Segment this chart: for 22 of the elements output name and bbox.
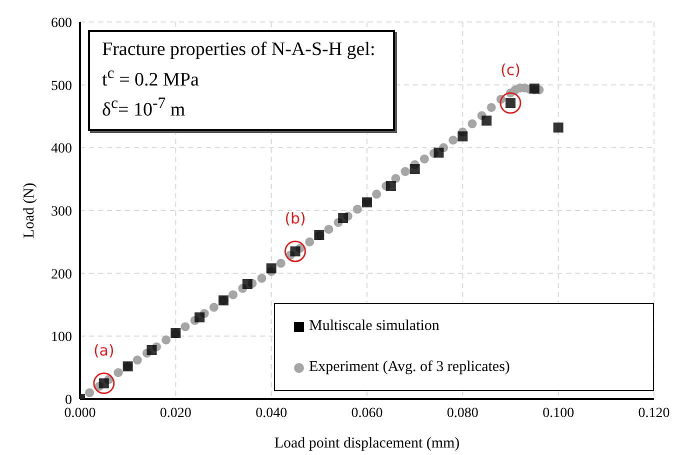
x-tick-label: 0.020 (160, 406, 192, 421)
x-tick-label: 0.100 (542, 406, 574, 421)
y-tick-label: 500 (51, 78, 72, 94)
x-tick-label: 0.080 (446, 406, 478, 421)
annotation: (b) (284, 209, 306, 228)
x-tick-label: 0.120 (638, 406, 670, 421)
x-axis-title: Load point displacement (mm) (274, 436, 460, 452)
y-tick-label: 400 (51, 142, 72, 157)
annotation: (c) (500, 61, 520, 80)
y-axis-title: Load (N) (21, 182, 38, 238)
text: Fracture properties of N-A-S-H gel: t$^{c}$ = 0.2 MPa δ$^{c}$= 10$^{-7}$ m (102, 39, 376, 121)
x-tick-label: 0.040 (256, 406, 288, 421)
y-tick-label: 100 (51, 330, 72, 346)
y-tick-label: 300 (51, 204, 72, 220)
y-tick-label: 600 (51, 16, 72, 31)
x-tick-label: 0.060 (351, 406, 383, 421)
annotation: (a) (93, 341, 114, 360)
legend-label: Experiment (Avg. of 3 replicates) (308, 359, 511, 376)
y-tick-label: 0 (65, 392, 72, 408)
legend-label: Multiscale simulation (308, 318, 440, 335)
x-tick-label: 0.000 (64, 406, 96, 421)
y-tick-label: 200 (51, 267, 72, 282)
